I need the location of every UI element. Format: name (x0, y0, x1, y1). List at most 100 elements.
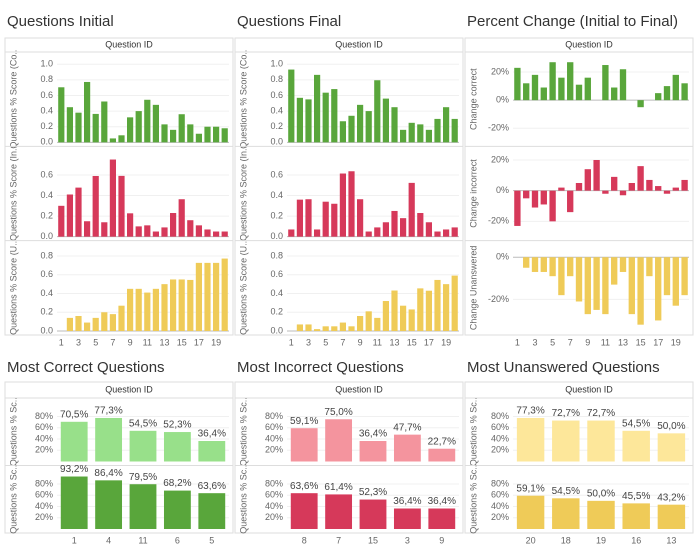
bar (575, 183, 583, 191)
x-tick-label: 15 (407, 337, 417, 347)
y-tick-label: 0.0 (40, 231, 53, 241)
x-axis-label: Question ID (565, 39, 613, 49)
bar (646, 257, 653, 277)
bar (118, 175, 125, 237)
y-axis-label: Questions % Score (U.. (8, 241, 18, 335)
bar (587, 500, 615, 529)
bar (393, 508, 421, 529)
bar (325, 494, 353, 529)
bar (523, 83, 530, 101)
bar (391, 290, 398, 331)
bar (374, 317, 381, 331)
y-tick-label: 0.4 (40, 288, 53, 298)
bar (417, 124, 424, 143)
y-tick-label: -20% (488, 123, 509, 133)
bar (305, 324, 312, 331)
bar (109, 314, 116, 331)
y-tick-label: 80% (491, 411, 509, 421)
bar (523, 190, 530, 199)
bar (540, 257, 547, 272)
bar (391, 107, 398, 143)
x-tick-label: 17 (653, 337, 663, 347)
y-axis-label: Questions % Score (In.. (238, 146, 248, 241)
bar (637, 100, 644, 108)
y-axis-label: Questions % Sc.. (238, 397, 248, 466)
y-tick-label: 40% (35, 433, 53, 443)
bar (516, 417, 545, 462)
bar (663, 257, 671, 296)
bar (75, 112, 82, 143)
value-label: 59,1% (290, 416, 318, 427)
y-tick-label: 0.0 (270, 137, 283, 147)
bar (296, 324, 303, 331)
bar (95, 480, 123, 529)
bar (655, 93, 662, 101)
y-tick-label: 0% (496, 252, 509, 262)
bar (178, 279, 185, 331)
x-tick-label: 5 (209, 535, 214, 545)
y-tick-label: 0.6 (270, 269, 283, 279)
bar (382, 301, 389, 331)
y-tick-label: 0.8 (270, 250, 283, 260)
bar (213, 231, 220, 237)
y-tick-label: 0% (496, 185, 509, 195)
y-tick-label: 0.2 (40, 121, 53, 131)
bar (417, 213, 424, 237)
y-tick-label: 0.6 (40, 90, 53, 100)
x-tick-label: 11 (373, 337, 382, 347)
y-tick-label: 20% (491, 445, 509, 455)
y-axis-label: Questions % Sc.. (8, 397, 18, 466)
bar (187, 124, 194, 143)
bar (619, 69, 627, 101)
bar (60, 476, 88, 529)
bar (322, 326, 329, 331)
y-tick-label: 0.0 (40, 325, 53, 335)
x-tick-label: 19 (441, 337, 451, 347)
bar (672, 257, 679, 306)
x-tick-label: 15 (177, 337, 187, 347)
bar (408, 122, 415, 143)
x-axis-label: Question ID (105, 384, 153, 394)
value-label: 36,4% (428, 496, 456, 507)
bar (672, 187, 679, 191)
bar (348, 171, 355, 237)
x-tick-label: 15 (368, 535, 378, 545)
value-label: 45,5% (622, 491, 650, 502)
bar (322, 201, 329, 237)
x-axis-label: Question ID (105, 39, 153, 49)
bar (637, 166, 644, 191)
x-tick-label: 9 (585, 337, 590, 347)
x-tick-label: 7 (110, 337, 115, 347)
bar (296, 199, 303, 237)
bar (221, 231, 228, 237)
x-tick-label: 4 (106, 535, 111, 545)
value-label: 54,5% (129, 418, 157, 429)
bar (593, 160, 600, 191)
x-axis-label: Question ID (335, 384, 383, 394)
value-label: 22,7% (428, 436, 456, 447)
bar (567, 257, 574, 277)
bar (622, 430, 650, 462)
y-tick-label: 20% (491, 66, 509, 76)
bar (584, 169, 591, 191)
bar (135, 226, 142, 237)
y-tick-label: 20% (491, 154, 509, 164)
x-tick-label: 3 (405, 535, 410, 545)
value-label: 47,7% (393, 422, 421, 433)
bar (425, 290, 432, 331)
bar (95, 417, 123, 462)
x-tick-label: 9 (128, 337, 133, 347)
bar (195, 133, 202, 143)
bar (451, 275, 458, 331)
bar (339, 173, 346, 237)
chart-title: Most Unanswered Questions (467, 359, 660, 376)
chart-title: Questions Initial (7, 13, 114, 30)
bar (611, 176, 618, 191)
bar (135, 288, 142, 331)
bar (66, 107, 73, 143)
bar (187, 279, 194, 331)
value-label: 86,4% (94, 468, 122, 479)
y-tick-label: 0.2 (40, 307, 53, 317)
bar (425, 129, 432, 143)
bar (84, 221, 91, 237)
